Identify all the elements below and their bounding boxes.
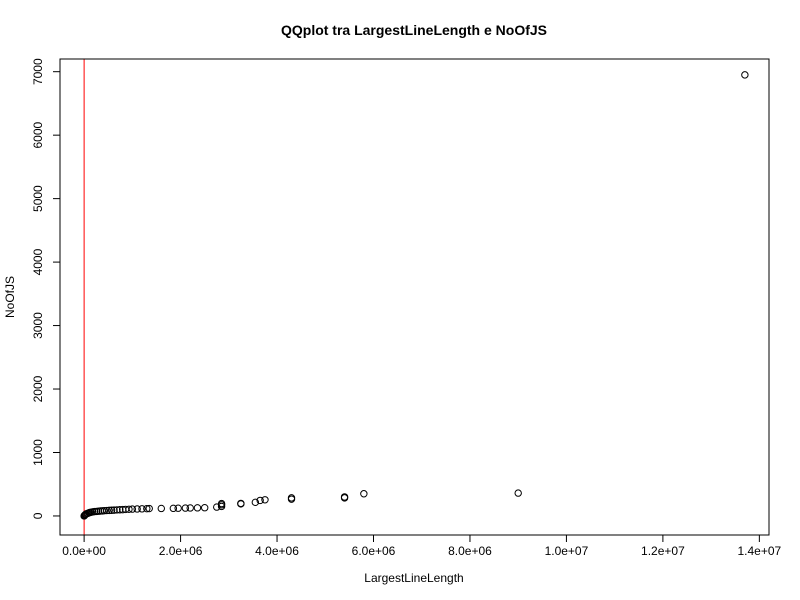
x-tick-label: 0.0e+00 — [62, 544, 106, 558]
data-point — [217, 499, 226, 508]
data-point — [116, 506, 124, 514]
y-tick-label: 2000 — [31, 375, 45, 402]
data-point — [213, 503, 221, 511]
data-point — [157, 504, 165, 513]
data-point — [138, 505, 146, 513]
y-tick-label: 7000 — [31, 58, 45, 85]
points-layer — [80, 71, 749, 520]
x-tick-label: 1.4e+07 — [737, 544, 781, 558]
y-tick-label: 1000 — [31, 439, 45, 466]
x-tick-label: 1.0e+07 — [545, 544, 589, 558]
x-axis: 0.0e+00 2.0e+06 4.0e+06 6.0e+06 8.0e+06 1.0e+… — [62, 534, 782, 558]
y-axis-label: NoOfJS — [3, 276, 17, 318]
y-tick-label: 0 — [31, 512, 45, 519]
data-point — [256, 496, 264, 505]
data-point — [105, 506, 113, 515]
data-point — [287, 494, 296, 502]
chart-title: QQplot tra LargestLineLength e NoOfJS — [281, 22, 547, 38]
data-point — [340, 493, 349, 501]
y-tick-label: 4000 — [31, 248, 45, 275]
data-point — [186, 504, 194, 512]
plot-area — [59, 58, 770, 536]
data-point — [181, 504, 190, 512]
data-point — [514, 489, 522, 497]
data-point — [251, 498, 260, 507]
x-tick-label: 6.0e+06 — [352, 544, 396, 558]
data-point — [261, 496, 269, 504]
data-point — [143, 504, 151, 513]
data-point — [174, 504, 182, 512]
data-point — [128, 505, 137, 513]
y-tick-label: 3000 — [31, 312, 45, 339]
data-point — [103, 506, 111, 515]
data-point — [200, 504, 209, 512]
data-point — [107, 506, 116, 514]
x-tick-label: 4.0e+06 — [255, 544, 299, 558]
data-point — [237, 499, 245, 508]
data-point — [193, 504, 202, 512]
y-tick-label: 6000 — [31, 121, 45, 148]
data-point — [125, 505, 133, 513]
y-axis: 0 1000 2000 3000 4000 5000 6000 7000 — [31, 58, 61, 519]
data-point — [169, 504, 178, 513]
data-point — [741, 71, 749, 79]
x-tick-label: 1.2e+07 — [641, 544, 685, 558]
data-point — [100, 506, 109, 515]
plot-frame — [59, 58, 770, 536]
data-point — [360, 490, 368, 498]
x-tick-label: 2.0e+06 — [159, 544, 203, 558]
x-axis-label: LargestLineLength — [364, 571, 463, 585]
data-point — [145, 504, 153, 513]
y-tick-label: 5000 — [31, 185, 45, 212]
x-tick-label: 8.0e+06 — [448, 544, 492, 558]
data-point — [113, 506, 121, 514]
data-point — [110, 506, 118, 514]
data-point — [133, 505, 141, 513]
